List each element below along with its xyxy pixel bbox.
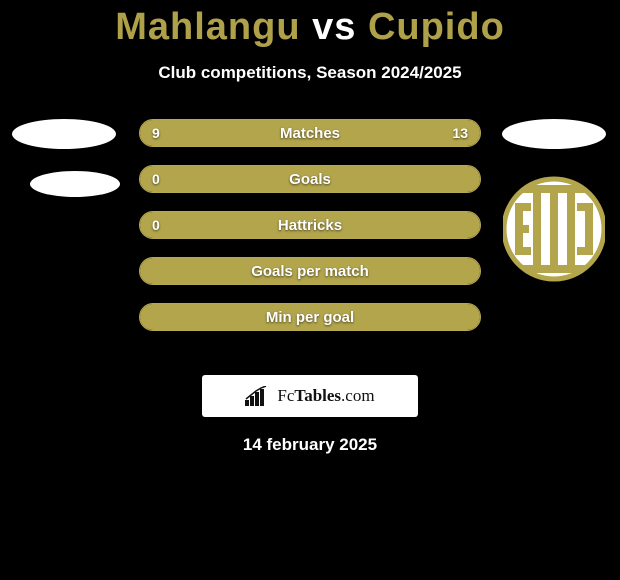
brand-prefix: Fc: [277, 386, 294, 405]
brand-bars-icon: [245, 386, 271, 406]
left-club-badges: [8, 119, 120, 219]
subtitle: Club competitions, Season 2024/2025: [0, 63, 620, 83]
club-badge-placeholder-icon: [502, 119, 606, 149]
stat-rows: 913Matches 0Goals 0Hattricks Goals per matc…: [139, 119, 481, 349]
brand-text: FcTables.com: [277, 386, 374, 406]
stat-row-matches: 913Matches: [139, 119, 481, 147]
title-vs: vs: [312, 6, 356, 48]
stat-label: Matches: [140, 120, 480, 146]
stat-label: Goals: [140, 166, 480, 192]
title-player2: Cupido: [368, 6, 505, 48]
right-club-badges: [498, 119, 610, 287]
stat-label: Min per goal: [140, 304, 480, 330]
club-logo-icon: [503, 171, 605, 287]
stat-label: Hattricks: [140, 212, 480, 238]
brand-suffix: .com: [341, 386, 375, 405]
stats-stage: 913Matches 0Goals 0Hattricks Goals per matc…: [0, 119, 620, 359]
title-player1: Mahlangu: [115, 6, 300, 48]
stat-row-hattricks: 0Hattricks: [139, 211, 481, 239]
date-label: 14 february 2025: [0, 435, 620, 455]
stat-row-mpg: Min per goal: [139, 303, 481, 331]
brand-main: Tables: [294, 386, 341, 405]
club-badge-placeholder-icon: [30, 171, 120, 197]
club-badge-placeholder-icon: [12, 119, 116, 149]
stat-label: Goals per match: [140, 258, 480, 284]
brand-badge: FcTables.com: [202, 375, 418, 417]
stat-row-gpm: Goals per match: [139, 257, 481, 285]
comparison-title: Mahlangu vs Cupido: [0, 0, 620, 49]
stat-row-goals: 0Goals: [139, 165, 481, 193]
